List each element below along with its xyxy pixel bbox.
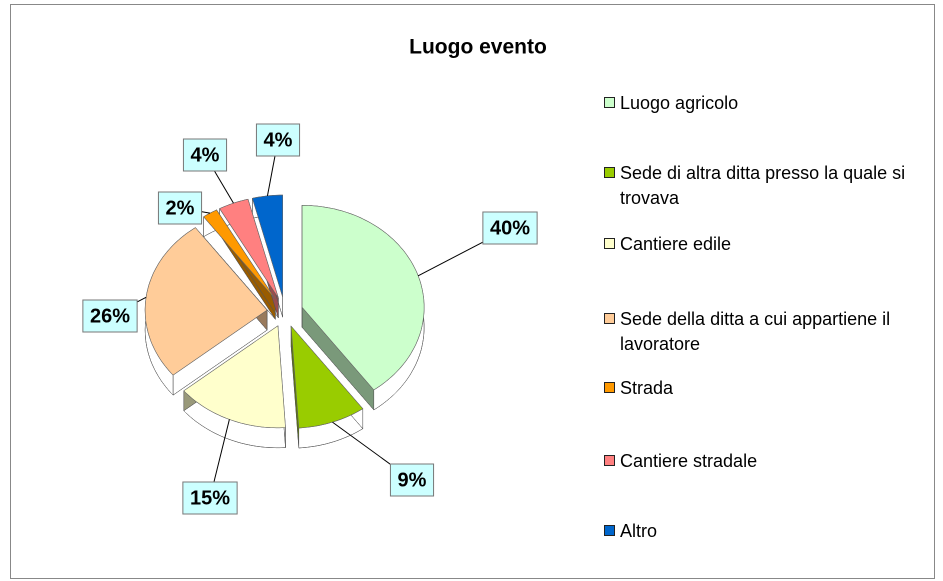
- legend-swatch: [604, 167, 615, 178]
- legend-swatch: [604, 238, 615, 249]
- legend-item: Cantiere stradale: [600, 449, 910, 474]
- legend-item: Luogo agricolo: [600, 91, 910, 116]
- data-label: 15%: [190, 487, 230, 509]
- legend-swatch: [604, 525, 615, 536]
- legend-label: Altro: [620, 521, 658, 541]
- legend-item: Strada: [600, 376, 910, 401]
- legend-label: Luogo agricolo: [620, 93, 739, 113]
- legend-label: Sede della ditta a cui appartiene il lav…: [620, 309, 891, 354]
- label-box: [482, 211, 538, 245]
- label-box: [157, 191, 203, 225]
- label-box: [255, 123, 301, 157]
- data-label: 40%: [490, 217, 530, 239]
- slice: [219, 198, 279, 299]
- legend-label: Cantiere edile: [620, 234, 732, 254]
- data-label: 4%: [191, 144, 220, 166]
- data-label: 9%: [398, 469, 427, 491]
- slice: [203, 209, 276, 300]
- legend-item: Sede di altra ditta presso la quale si t…: [600, 161, 910, 211]
- label-box: [182, 138, 228, 172]
- data-label: 2%: [166, 197, 195, 219]
- chart-title: Luogo evento: [409, 36, 547, 59]
- legend-item: Sede della ditta a cui appartiene il lav…: [600, 307, 910, 357]
- legend-swatch: [604, 455, 615, 466]
- slice: [183, 325, 286, 429]
- legend-label: Cantiere stradale: [620, 451, 758, 471]
- legend-swatch: [604, 382, 615, 393]
- data-label: 26%: [90, 305, 130, 327]
- slice: [144, 227, 268, 376]
- label-box: [389, 463, 435, 497]
- data-label: 4%: [264, 129, 293, 151]
- legend-label: Strada: [620, 378, 674, 398]
- legend-item: Altro: [600, 519, 910, 544]
- slice: [290, 325, 364, 429]
- legend-swatch: [604, 313, 615, 324]
- label-box: [182, 481, 238, 515]
- label-box: [82, 299, 138, 333]
- legend-item: Cantiere edile: [600, 232, 910, 257]
- legend-swatch: [604, 97, 615, 108]
- legend-label: Sede di altra ditta presso la quale si t…: [620, 163, 906, 208]
